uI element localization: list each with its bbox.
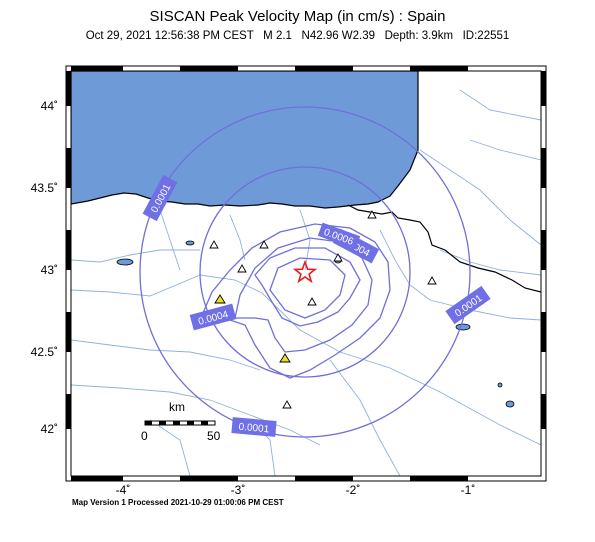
station-triangle — [259, 240, 269, 249]
contour-middle — [199, 166, 411, 378]
svg-text:0.0001: 0.0001 — [238, 422, 270, 436]
contour-0006 — [254, 247, 361, 327]
lon-label: -3˚ — [231, 483, 246, 497]
lon-label: -2˚ — [346, 483, 361, 497]
station-triangle — [367, 210, 377, 219]
map-title: SISCAN Peak Velocity Map (in cm/s) : Spa… — [149, 8, 446, 25]
scale-bar: km 0 50 — [141, 400, 221, 443]
rivers — [71, 89, 541, 476]
lat-label: 42˚ — [41, 422, 58, 436]
lat-label: 44˚ — [41, 99, 58, 113]
event-info: Oct 29, 2021 12:56:38 PM CEST M 2.1 N42.… — [85, 30, 510, 42]
processing-note: Map Version 1 Processed 2021-10-29 01:00… — [72, 498, 284, 507]
lon-label: -1˚ — [461, 483, 476, 497]
station-triangle — [237, 264, 247, 273]
lat-label: 43.5˚ — [31, 181, 58, 195]
svg-text:km: km — [169, 400, 185, 414]
contour-label: 0.0001 — [231, 417, 277, 437]
contour-0004-inner — [234, 237, 373, 353]
lat-label: 42.5˚ — [31, 345, 58, 359]
station-triangle — [282, 400, 292, 409]
station-triangle-yellow — [279, 353, 291, 363]
lon-label: -4˚ — [116, 483, 131, 497]
contour-0004 — [199, 223, 391, 379]
station-triangle — [209, 240, 219, 249]
station-triangle-yellow — [214, 294, 226, 304]
lat-label: 43˚ — [41, 263, 58, 277]
sea-area — [71, 71, 419, 209]
map-frame — [65, 65, 547, 482]
contour-outer — [139, 106, 471, 438]
svg-text:50: 50 — [207, 429, 221, 443]
station-triangle — [427, 276, 437, 285]
border-line — [347, 204, 541, 293]
pgv-contours — [139, 106, 471, 438]
station-triangle — [333, 253, 343, 262]
epicenter-star — [292, 259, 318, 284]
contour-0006-inner — [269, 257, 346, 319]
svg-text:0: 0 — [141, 429, 148, 443]
stations — [209, 210, 437, 409]
station-triangle — [307, 297, 317, 306]
